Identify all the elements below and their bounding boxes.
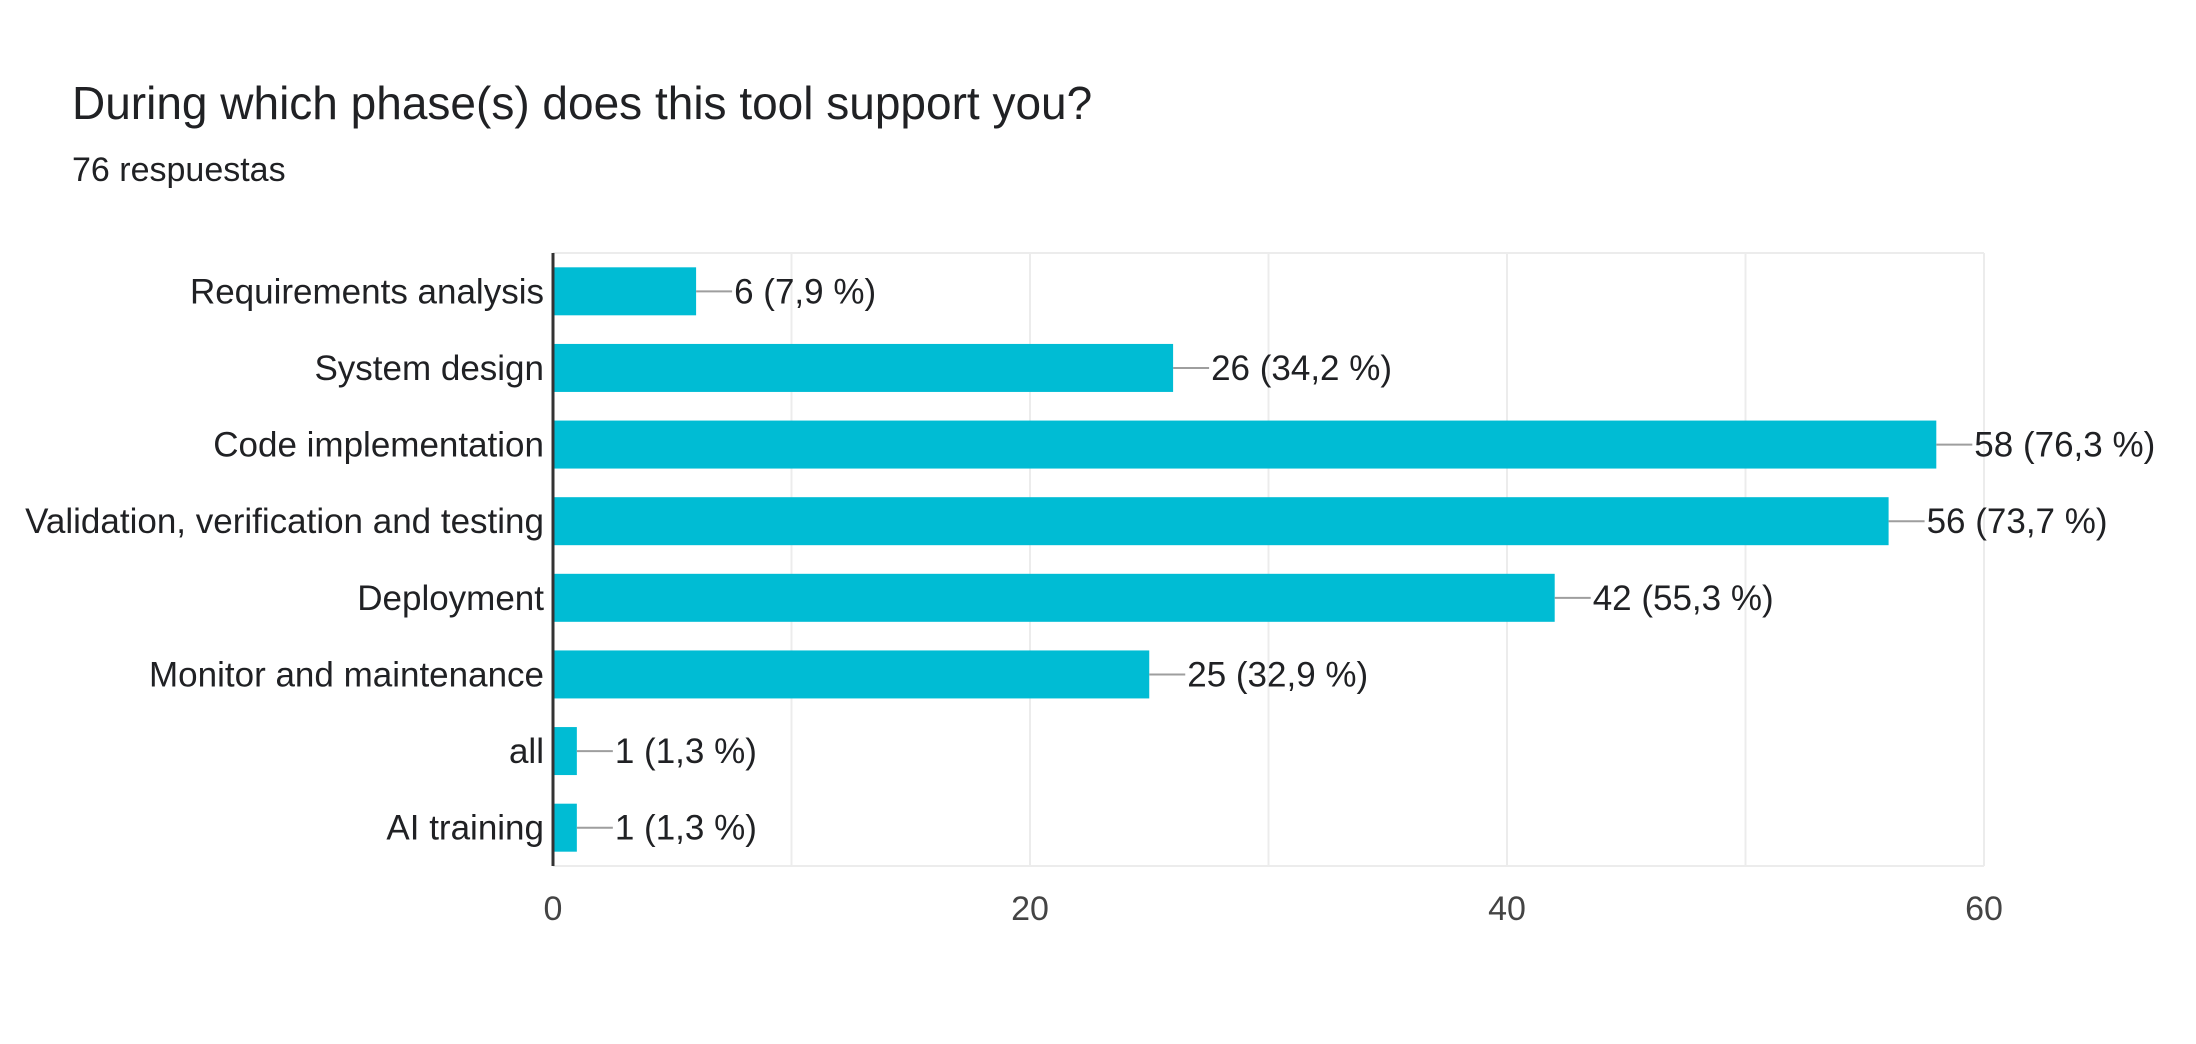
category-label: Monitor and maintenance [149, 655, 544, 694]
bar [553, 573, 1555, 622]
chart-subtitle: 76 respuestas [72, 151, 286, 189]
data-label: 25 (32,9 %) [1187, 655, 1368, 694]
bar [553, 650, 1150, 699]
bar [553, 803, 577, 852]
category-labels: Requirements analysis System design Code i… [25, 272, 544, 847]
chart-title: During which phase(s) does this tool sup… [72, 77, 1092, 129]
bar [553, 727, 577, 776]
x-tick-label: 20 [1011, 890, 1049, 928]
category-label: Validation, verification and testing [25, 502, 544, 541]
bar [553, 497, 1889, 546]
category-label: all [509, 732, 544, 771]
category-label: Deployment [357, 579, 544, 618]
category-label: AI training [386, 809, 544, 848]
x-tick-label: 0 [544, 890, 563, 928]
data-label: 42 (55,3 %) [1593, 579, 1774, 618]
data-label: 56 (73,7 %) [1927, 502, 2108, 541]
bar [553, 267, 697, 316]
bar [553, 420, 1937, 469]
x-axis-ticks: 0 20 40 60 [544, 890, 2003, 928]
bars: 6 (7,9 %) 26 (34,2 %) 58 (76,3 %) 56 (73,7 … [553, 267, 2155, 852]
bar [553, 343, 1174, 392]
category-label: Code implementation [213, 426, 544, 465]
x-tick-label: 60 [1965, 890, 2003, 928]
category-label: System design [314, 349, 544, 388]
data-label: 26 (34,2 %) [1211, 349, 1392, 388]
data-label: 1 (1,3 %) [615, 809, 757, 848]
x-tick-label: 40 [1488, 890, 1526, 928]
data-label: 6 (7,9 %) [734, 272, 876, 311]
category-label: Requirements analysis [190, 272, 544, 311]
data-label: 1 (1,3 %) [615, 732, 757, 771]
data-label: 58 (76,3 %) [1974, 426, 2155, 465]
